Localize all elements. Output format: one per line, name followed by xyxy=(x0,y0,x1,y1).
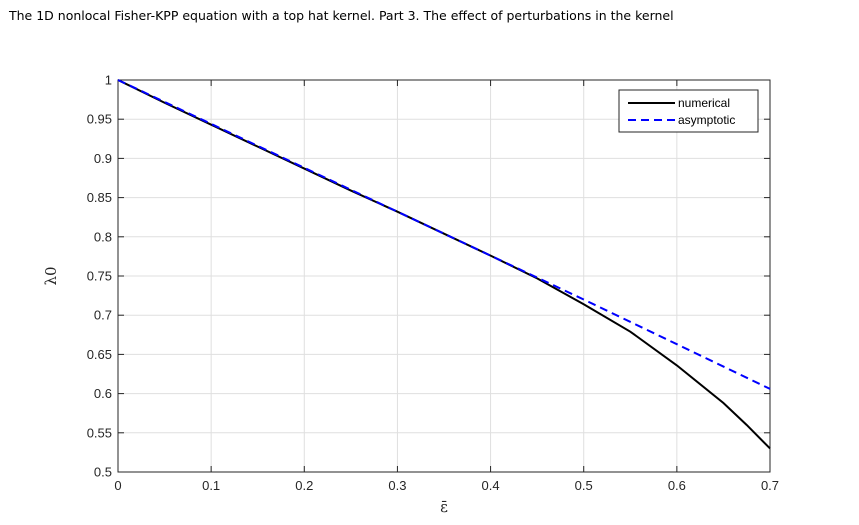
series-lines xyxy=(117,79,771,450)
x-tick-label: 0.1 xyxy=(202,478,220,493)
y-tick-label: 0.8 xyxy=(94,229,112,244)
x-tick-label: 0.4 xyxy=(482,478,500,493)
y-tick-label: 1 xyxy=(105,73,112,88)
x-tick-label: 0.7 xyxy=(761,478,779,493)
grid-lines xyxy=(117,79,771,473)
x-tick-label: 0.6 xyxy=(668,478,686,493)
x-tick-label: 0.5 xyxy=(575,478,593,493)
x-tick-label: 0 xyxy=(114,478,121,493)
x-tick-label: 0.3 xyxy=(388,478,406,493)
series-line-asymptotic xyxy=(117,79,771,390)
legend-box xyxy=(618,89,759,133)
axes: 0 0.1 0.2 0.3 0.4 0.5 0.6 0.7 0.5 0.55 0.6 0.65 0.7 0… xyxy=(42,73,779,517)
x-axis-label: ε̄ xyxy=(440,498,448,516)
y-tick-label: 0.95 xyxy=(87,112,112,127)
y-axis-label: λ0 xyxy=(42,266,60,285)
y-tick-label: 0.6 xyxy=(94,386,112,401)
legend-label: asymptotic xyxy=(678,113,735,127)
y-tick-label: 0.7 xyxy=(94,308,112,323)
legend: numerical asymptotic xyxy=(618,89,759,133)
legend-label: numerical xyxy=(678,96,730,110)
y-tick-label: 0.85 xyxy=(87,190,112,205)
page-title: The 1D nonlocal Fisher-KPP equation with… xyxy=(9,8,674,23)
y-tick-label: 0.55 xyxy=(87,425,112,440)
series-line-numerical xyxy=(117,79,771,450)
y-tick-label: 0.65 xyxy=(87,347,112,362)
x-tick-label: 0.2 xyxy=(295,478,313,493)
y-tick-label: 0.75 xyxy=(87,269,112,284)
y-tick-label: 0.5 xyxy=(94,465,112,480)
y-tick-label: 0.9 xyxy=(94,151,112,166)
